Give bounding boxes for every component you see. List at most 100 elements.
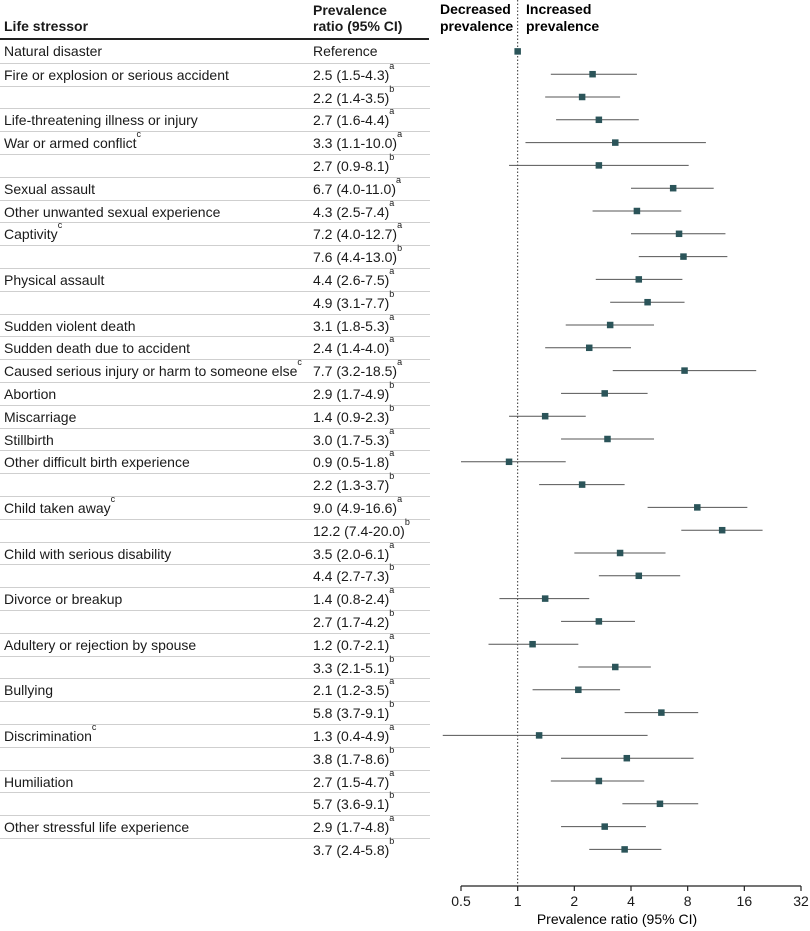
table-header: Life stressor Prevalence ratio (95% CI) <box>0 0 430 40</box>
ratio-text: 4.4 (2.7-7.3) <box>313 568 390 585</box>
stressor-label: War or armed conflictc <box>4 129 142 154</box>
ratio-value: 1.4 (0.8-2.4)a <box>313 585 394 610</box>
ratio-footnote-mark: b <box>404 516 410 527</box>
stressor-label-text: Humiliation <box>4 773 74 790</box>
stressor-label: Other stressful life experience <box>4 816 189 838</box>
ratio-footnote-mark: a <box>389 60 395 71</box>
ratio-footnote-mark: a <box>389 265 395 276</box>
ratio-footnote-mark: b <box>389 379 395 390</box>
ratio-text: 3.8 (1.7-8.6) <box>313 750 390 767</box>
ratio-text: 3.3 (1.1-10.0) <box>313 135 398 152</box>
ratio-value: 1.2 (0.7-2.1)a <box>313 631 394 656</box>
ratio-text: 1.4 (0.9-2.3) <box>313 408 390 425</box>
stressor-label-text: Child taken away <box>4 499 111 516</box>
x-tick-label: 8 <box>684 893 692 909</box>
ratio-text: 1.2 (0.7-2.1) <box>313 636 390 653</box>
plot-layer: 0.5 1 2 4 8 16 32 <box>442 0 809 909</box>
column-header-ratio: Prevalence ratio (95% CI) <box>313 2 423 34</box>
stressor-label-text: Divorce or breakup <box>4 591 123 608</box>
ratio-text: 7.7 (3.2-18.5) <box>313 363 398 380</box>
point-estimate <box>529 640 536 648</box>
table-row: Captivityc 7.2 (4.0-12.7)a <box>0 220 430 245</box>
ratio-footnote-mark: b <box>389 83 395 94</box>
stressor-label-text: Bullying <box>4 682 54 699</box>
ratio-text: 4.3 (2.5-7.4) <box>313 203 390 220</box>
stressor-label: Other difficult birth experience <box>4 451 190 473</box>
point-estimate <box>616 549 624 557</box>
stressor-label: Divorce or breakup <box>4 588 122 610</box>
ratio-value: 5.8 (3.7-9.1)b <box>313 699 394 724</box>
ratio-value: 1.4 (0.9-2.3)b <box>313 402 395 428</box>
table-row: 2.7 (1.7-4.2)b <box>0 608 430 633</box>
stressor-label: Discriminationc <box>4 721 97 747</box>
ratio-footnote-mark: b <box>389 835 395 846</box>
table-row: Adultery or rejection by spouse 1.2 (0.7-… <box>0 631 430 656</box>
ratio-footnote-mark: b <box>389 151 395 162</box>
column-header-ratio-line1: Prevalence <box>313 2 387 18</box>
point-estimate <box>541 595 549 602</box>
point-estimate <box>535 732 543 739</box>
table-row: 5.7 (3.6-9.1)b <box>0 790 430 815</box>
ratio-text: 7.6 (4.4-13.0) <box>313 249 398 266</box>
stressor-label-text: War or armed conflict <box>4 135 137 152</box>
ratio-footnote-mark: a <box>396 174 402 185</box>
ratio-text: 2.2 (1.4-3.5) <box>313 89 390 106</box>
point-estimate <box>612 663 619 671</box>
ratio-value: 2.9 (1.7-4.8)a <box>313 813 394 838</box>
table-row: 3.3 (2.1-5.1)b <box>0 654 430 679</box>
point-estimate <box>595 777 603 785</box>
table-row: 3.8 (1.7-8.6)b <box>0 745 430 770</box>
ratio-text: 2.5 (1.5-4.3) <box>313 66 390 83</box>
x-axis-label: Prevalence ratio (95% CI) <box>537 911 697 927</box>
increased-label-line1: Increased <box>526 1 591 17</box>
stressor-label: Miscarriage <box>4 406 76 428</box>
decreased-label-line1: Decreased <box>440 1 511 17</box>
stressor-label: Fire or explosion or serious accident <box>4 64 229 86</box>
ratio-footnote-mark: b <box>397 243 403 254</box>
ratio-footnote-mark: a <box>389 676 395 687</box>
table-row: Divorce or breakup 1.4 (0.8-2.4)a <box>0 585 430 610</box>
stressor-label: Bullying <box>4 679 53 701</box>
column-header-stressor: Life stressor <box>4 18 89 34</box>
stressor-label: Sudden violent death <box>4 315 136 337</box>
column-header-ratio-line2: ratio (95% CI) <box>313 18 403 34</box>
ratio-footnote-mark: a <box>389 334 395 345</box>
point-estimate <box>680 253 687 260</box>
table-row: 2.2 (1.3-3.7)b <box>0 471 430 496</box>
ratio-text: 12.2 (7.4-20.0) <box>313 522 405 539</box>
ratio-footnote-mark: a <box>397 129 403 140</box>
decreased-label-line2: prevalence <box>440 18 513 34</box>
ratio-text: 2.7 (1.6-4.4) <box>313 112 390 129</box>
ratio-value: 4.4 (2.7-7.3)b <box>313 562 394 587</box>
point-estimate <box>658 709 665 716</box>
table-row: Stillbirth 3.0 (1.7-5.3)a <box>0 426 430 451</box>
point-estimate <box>635 276 643 283</box>
ratio-value: 3.8 (1.7-8.6)b <box>313 745 394 770</box>
ratio-value: 3.0 (1.7-5.3)a <box>313 426 394 451</box>
ratio-text: 6.7 (4.0-11.0) <box>313 180 397 197</box>
footnote-mark: c <box>136 129 142 140</box>
point-estimate <box>656 800 664 808</box>
ratio-text: 4.9 (3.1-7.7) <box>313 294 390 311</box>
ratio-text: 2.9 (1.7-4.9) <box>313 385 390 402</box>
point-estimate <box>623 754 631 762</box>
ratio-text: 2.7 (1.5-4.7) <box>313 773 390 790</box>
table-row: Fire or explosion or serious accident 2.5… <box>0 60 430 86</box>
stressor-label: Humiliation <box>4 771 73 793</box>
stressor-label-text: Caused serious injury or harm to someone… <box>4 363 298 380</box>
table-row: Other difficult birth experience 0.9 (0.5… <box>0 448 430 473</box>
ratio-footnote-mark: b <box>389 288 395 299</box>
table-row: Other stressful life experience 2.9 (1.7-… <box>0 813 430 838</box>
footnote-mark: c <box>91 721 97 732</box>
footnote-mark: c <box>57 220 63 231</box>
stressor-label: Caused serious injury or harm to someone… <box>4 357 302 382</box>
ratio-value: 2.7 (1.5-4.7)a <box>313 768 394 793</box>
ratio-text: 2.4 (1.4-4.0) <box>313 340 390 357</box>
ratio-value: 5.7 (3.6-9.1)b <box>313 790 394 815</box>
x-tick-label: 32 <box>793 893 809 909</box>
table-row: 2.7 (0.9-8.1)b <box>0 151 430 177</box>
table-row: Discriminationc 1.3 (0.4-4.9)a <box>0 721 430 747</box>
ratio-text: 3.3 (2.1-5.1) <box>313 659 390 676</box>
footnote-mark: c <box>110 493 116 504</box>
ratio-footnote-mark: b <box>389 402 395 413</box>
